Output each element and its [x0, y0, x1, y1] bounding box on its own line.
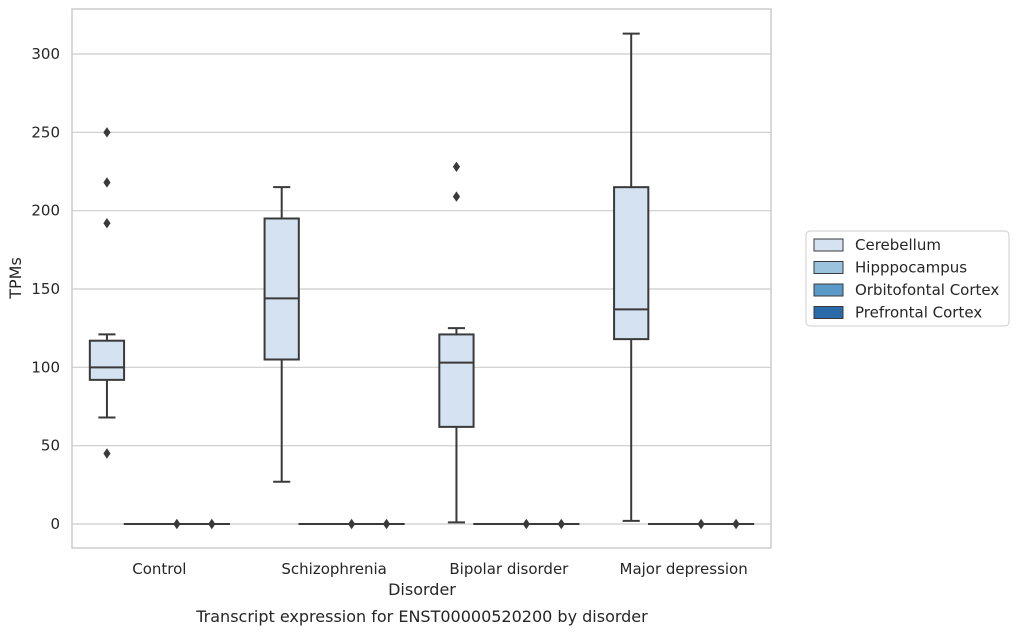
x-tick-label: Major depression [620, 560, 748, 578]
legend-swatch [813, 283, 844, 297]
legend-item: Cerebellum [813, 236, 941, 254]
box-iqr [88, 339, 126, 381]
legend-swatch [813, 238, 844, 252]
series-prefrontal-cortex [193, 518, 755, 530]
y-tick-label: 300 [31, 45, 60, 63]
x-axis-label: Disorder [388, 580, 456, 599]
outlier-point [173, 518, 181, 530]
box-plot-item [717, 518, 755, 530]
x-tick-label: Schizophrenia [281, 560, 386, 578]
y-axis-ticks: 0 50 100 150 200 250 300 [31, 45, 60, 533]
legend-item: Orbitofontal Cortex [813, 281, 999, 299]
legend-item: Hipppocampus [813, 259, 967, 277]
box-plot-item [368, 518, 405, 530]
outlier-point [103, 218, 111, 229]
chart-caption: Transcript expression for ENST0000052020… [195, 607, 648, 626]
y-axis-label: TPMs [6, 257, 25, 300]
legend-items: Cerebellum Hipppocampus Orbitofontal Corte… [813, 236, 999, 322]
legend-label: Hipppocampus [855, 259, 967, 277]
legend-swatch [813, 261, 844, 274]
box-plot-item [438, 161, 475, 524]
box-iqr [263, 217, 300, 361]
outlier-point [732, 518, 740, 530]
y-tick-label: 150 [31, 280, 60, 298]
x-tick-label: Bipolar disorder [449, 560, 569, 578]
x-axis-ticks: Control Schizophrenia Bipolar disorder Majo… [132, 560, 747, 578]
legend-label: Orbitofontal Cortex [855, 281, 999, 299]
plot-area-frame [71, 8, 772, 549]
outlier-point [697, 518, 705, 530]
outlier-point [452, 161, 461, 172]
box-plot-item [263, 186, 300, 483]
box-plot-item [333, 518, 370, 530]
outlier-point [348, 518, 356, 530]
box-iqr [613, 186, 650, 341]
outlier-point [103, 127, 111, 138]
legend-label: Prefrontal Cortex [855, 304, 982, 322]
y-tick-label: 0 [50, 515, 60, 533]
outlier-point [382, 518, 391, 530]
legend-swatch [813, 306, 844, 319]
grid-lines [72, 53, 771, 525]
y-tick-label: 100 [31, 358, 60, 376]
outlier-point [103, 177, 111, 188]
legend-frame [805, 230, 1010, 327]
x-tick-label: Control [132, 560, 186, 578]
box-plot-item [508, 518, 545, 530]
box-iqr [438, 333, 475, 428]
legend-item: Prefrontal Cortex [813, 304, 982, 322]
outlier-point [557, 518, 565, 530]
box-plot-item [193, 518, 230, 530]
box-plot-item [158, 518, 195, 530]
outlier-point [452, 191, 461, 202]
series-cerebellum [88, 32, 650, 524]
box-plot-item [613, 32, 650, 522]
outlier-point [103, 448, 111, 459]
outlier-point [522, 518, 530, 530]
y-tick-label: 50 [41, 437, 60, 455]
y-tick-label: 250 [31, 123, 60, 141]
legend: Cerebellum Hipppocampus Orbitofontal Corte… [805, 230, 1010, 327]
box-plot-item [543, 518, 580, 530]
y-tick-label: 200 [31, 202, 60, 220]
box-plot-item [88, 127, 126, 459]
legend-label: Cerebellum [855, 236, 941, 254]
box-series [88, 32, 755, 530]
outlier-point [208, 518, 216, 530]
box-plot-item [682, 518, 720, 530]
